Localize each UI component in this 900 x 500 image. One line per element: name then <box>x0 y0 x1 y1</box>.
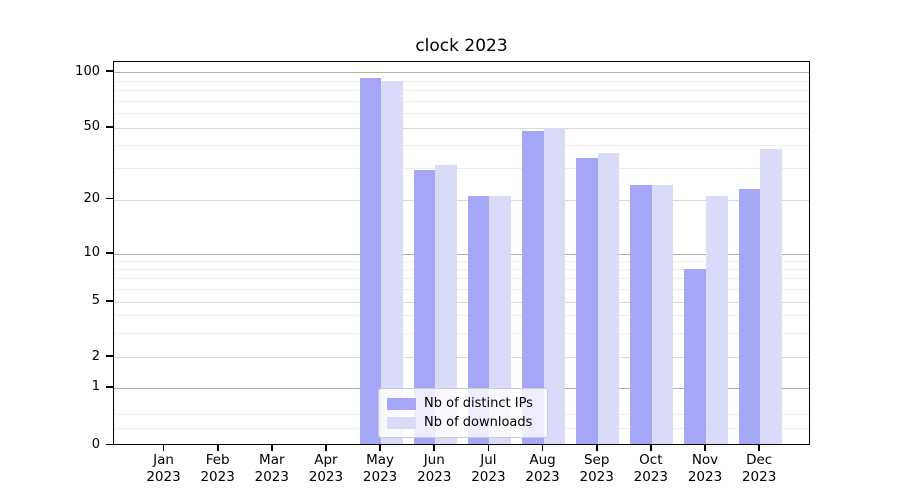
x-tick-label: Feb 2023 <box>188 452 248 486</box>
bar-aug-downloads <box>543 127 566 444</box>
sub-gridline <box>114 199 809 201</box>
x-tick-label: Jul 2023 <box>458 452 518 486</box>
minor-gridline <box>114 100 809 102</box>
y-tick <box>106 443 113 446</box>
x-tick <box>379 444 381 451</box>
bar-oct-ips <box>630 185 652 444</box>
x-tick <box>216 444 219 451</box>
x-tick-year: 2023 <box>254 468 289 485</box>
x-tick-label: May 2023 <box>350 452 410 486</box>
bar-jul-ips <box>467 195 490 444</box>
y-tick-label: 0 <box>91 437 100 452</box>
major-gridline <box>114 72 809 74</box>
minor-gridline <box>114 80 809 82</box>
x-tick-label: Oct 2023 <box>621 452 681 486</box>
y-tick-label: 20 <box>83 191 100 206</box>
x-tick-year: 2023 <box>633 468 669 485</box>
bar-jun-downloads <box>435 165 457 444</box>
minor-gridline <box>114 332 809 334</box>
bar-aug-ips <box>521 130 544 444</box>
y-tick <box>106 125 113 128</box>
x-tick-label: Nov 2023 <box>675 452 735 486</box>
minor-gridline <box>114 90 809 92</box>
x-tick-year: 2023 <box>741 468 777 485</box>
minor-gridline <box>114 113 809 115</box>
y-tick-label: 100 <box>75 63 100 79</box>
y-tick <box>106 385 113 388</box>
chart-title: clock 2023 <box>415 36 508 56</box>
y-tick <box>106 251 113 254</box>
bar-dec-downloads <box>760 149 782 444</box>
bar-jul-downloads <box>489 195 511 444</box>
y-tick-label: 1 <box>91 379 100 395</box>
minor-gridline <box>114 269 809 271</box>
legend-swatch-downloads <box>387 416 416 429</box>
bar-dec-ips <box>738 188 761 444</box>
plot-area <box>113 61 810 445</box>
legend-label-downloads: Nb of downloads <box>424 415 533 430</box>
x-tick-year: 2023 <box>146 468 181 485</box>
x-tick-year: 2023 <box>471 468 506 485</box>
legend-label-distinct-ips: Nb of distinct IPs <box>424 396 533 411</box>
legend-swatch-distinct-ips <box>387 397 416 410</box>
bar-nov-ips <box>684 269 706 444</box>
minor-gridline <box>114 278 809 280</box>
x-tick <box>595 444 598 451</box>
x-tick <box>162 444 165 451</box>
x-tick <box>325 444 327 451</box>
y-tick-label: 2 <box>91 348 100 364</box>
y-tick <box>106 355 113 357</box>
bar-oct-downloads <box>651 185 674 444</box>
x-tick-year: 2023 <box>200 468 235 485</box>
y-tick <box>106 197 113 200</box>
x-tick-label: Mar 2023 <box>242 452 302 486</box>
legend: Nb of distinct IPs Nb of downloads <box>378 388 548 438</box>
x-tick <box>433 444 436 451</box>
x-tick-label: Sep 2023 <box>567 452 627 486</box>
bar-may-downloads <box>381 80 403 444</box>
bar-sep-ips <box>576 157 598 444</box>
minor-gridline <box>114 289 809 291</box>
bar-may-ips <box>359 78 382 444</box>
minor-gridline <box>114 315 809 317</box>
x-tick <box>704 444 706 451</box>
legend-item-distinct-ips: Nb of distinct IPs <box>387 396 539 411</box>
legend-item-downloads: Nb of downloads <box>387 415 539 430</box>
x-tick-year: 2023 <box>579 468 614 485</box>
y-tick <box>106 299 113 302</box>
y-tick-label: 50 <box>83 119 100 135</box>
sub-gridline <box>114 357 809 358</box>
x-tick-label: Aug 2023 <box>513 452 573 486</box>
x-tick-label: Jun 2023 <box>404 452 464 486</box>
x-tick <box>541 444 544 451</box>
x-tick-label: Apr 2023 <box>296 452 356 486</box>
x-tick-year: 2023 <box>417 468 452 485</box>
x-tick <box>758 444 761 451</box>
sub-gridline <box>114 127 809 129</box>
bar-nov-downloads <box>706 195 728 444</box>
x-tick-year: 2023 <box>525 468 560 485</box>
minor-gridline <box>114 167 809 169</box>
y-tick-label: 10 <box>83 245 100 261</box>
y-tick <box>106 70 113 73</box>
x-tick-year: 2023 <box>308 468 344 485</box>
x-tick-label: Dec 2023 <box>729 452 789 486</box>
x-tick-year: 2023 <box>362 468 398 485</box>
x-tick-year: 2023 <box>687 468 723 485</box>
bar-sep-downloads <box>597 153 620 444</box>
bar-jun-ips <box>413 170 436 444</box>
x-tick <box>270 444 273 451</box>
x-tick <box>487 444 490 451</box>
minor-gridline <box>114 145 809 147</box>
x-tick <box>649 444 652 451</box>
minor-gridline <box>114 260 809 262</box>
sub-gridline <box>114 301 809 303</box>
y-tick-label: 5 <box>91 293 100 309</box>
major-gridline <box>114 253 809 255</box>
x-tick-label: Jan 2023 <box>134 452 194 486</box>
